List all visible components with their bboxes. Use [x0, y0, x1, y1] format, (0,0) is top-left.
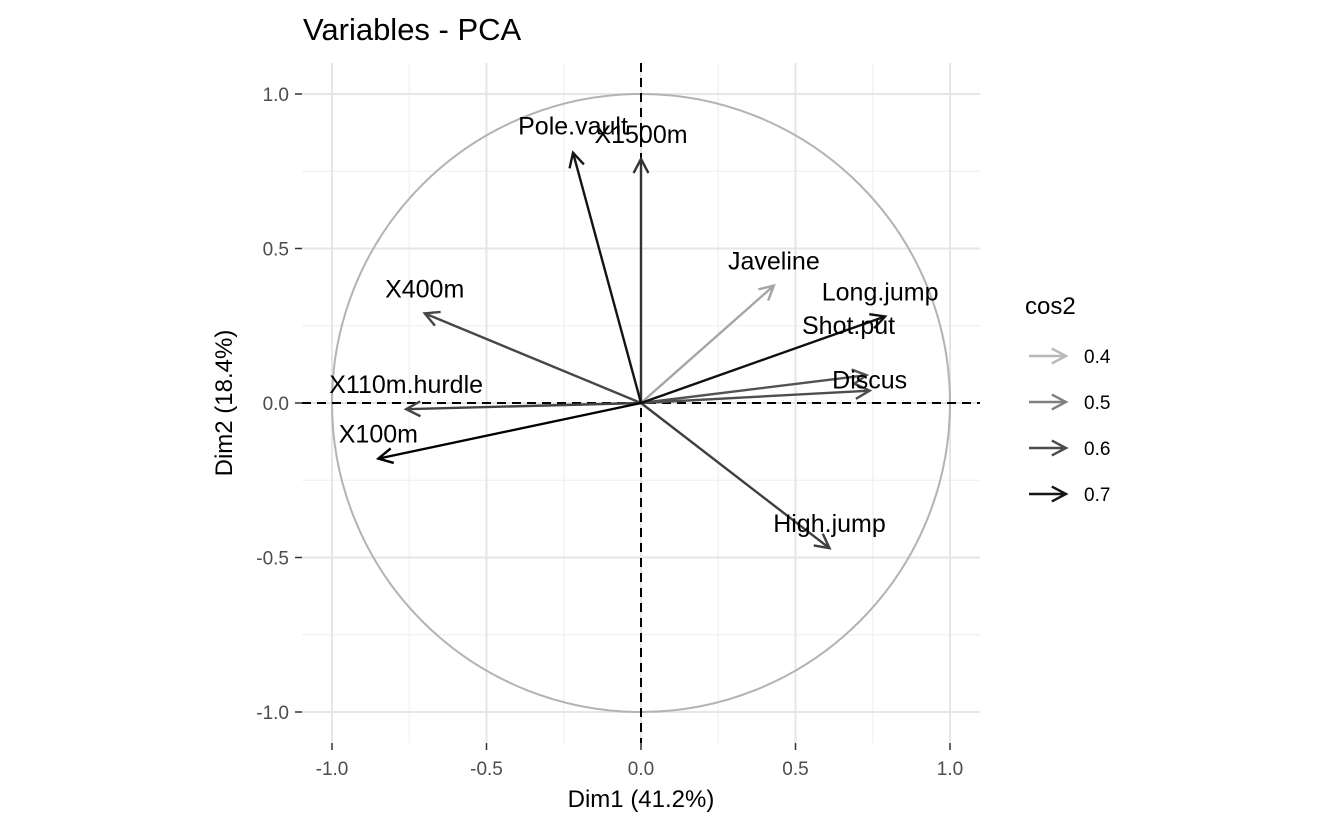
variable-arrow-javeline — [640, 283, 776, 404]
y-tick-label: 1.0 — [263, 85, 289, 106]
legend-item: 0.4 — [1029, 347, 1111, 368]
legend-item: 0.6 — [1029, 439, 1110, 460]
arrow-shaft — [640, 315, 886, 405]
chart-title: Variables - PCA — [303, 12, 522, 47]
arrow-shaft — [640, 389, 870, 405]
x-tick-label: -1.0 — [316, 759, 349, 780]
arrow-head — [568, 150, 585, 169]
arrow-shaft — [406, 401, 642, 411]
arrow-head — [403, 400, 422, 418]
arrow-head — [632, 156, 650, 174]
legend-key-arrow-icon — [1051, 439, 1069, 457]
variable-label-x400m: X400m — [385, 275, 464, 303]
variable-label-javeline: Javeline — [728, 248, 820, 276]
variable-label-shot-put: Shot.put — [802, 312, 895, 340]
x-tick-label: 0.5 — [782, 759, 808, 780]
arrow-shaft — [640, 402, 831, 550]
legend: cos2 0.4 0.5 0.6 0.7 — [1025, 293, 1111, 506]
arrow-shaft — [378, 401, 642, 460]
variable-arrow-long-jump — [640, 313, 888, 405]
variable-arrow-x1500m — [632, 156, 650, 403]
arrow-head — [851, 368, 870, 386]
variable-label-x110m-hurdle: X110m.hurdle — [329, 371, 483, 399]
arrow-shaft — [640, 284, 775, 404]
y-axis-title: Dim2 (18.4%) — [211, 330, 238, 477]
variable-arrows — [375, 150, 888, 550]
arrow-shaft — [640, 373, 867, 405]
legend-item: 0.5 — [1029, 393, 1110, 414]
arrow-head — [758, 283, 776, 301]
variable-arrow-x110m-hurdle — [403, 400, 642, 418]
arrow-shaft — [571, 152, 643, 404]
variable-arrow-pole-vault — [568, 150, 643, 404]
legend-label: 0.4 — [1084, 347, 1111, 368]
variable-arrow-x400m — [422, 310, 642, 405]
variable-label-discus: Discus — [832, 367, 907, 395]
arrow-head — [422, 310, 441, 327]
variable-arrow-x100m — [375, 401, 642, 465]
y-tick-label: -1.0 — [256, 703, 289, 724]
legend-label: 0.5 — [1084, 393, 1110, 414]
arrow-head — [869, 313, 888, 330]
variable-label-x1500m: X1500m — [594, 121, 687, 149]
variable-arrow-shot-put — [640, 368, 870, 405]
legend-key-arrow-icon — [1051, 347, 1069, 365]
x-axis-title: Dim1 (41.2%) — [568, 786, 715, 813]
variable-label-high-jump: High.jump — [773, 510, 886, 538]
arrow-head — [375, 447, 395, 465]
y-tick-label: -0.5 — [256, 549, 289, 570]
variable-labels: X100m Long.jump Shot.put High.jump X400m X110… — [329, 113, 938, 539]
legend-label: 0.6 — [1084, 439, 1110, 460]
variable-label-long-jump: Long.jump — [822, 278, 939, 306]
arrow-shaft — [424, 312, 642, 405]
y-tick-label: 0.5 — [263, 240, 289, 261]
axes: -1.0 -0.5 0.0 0.5 1.0 -1.0 -0.5 0.0 0.5 1.0 — [256, 85, 963, 780]
arrow-head — [813, 533, 832, 550]
legend-item: 0.7 — [1029, 485, 1110, 506]
x-tick-label: 1.0 — [937, 759, 963, 780]
legend-items: 0.4 0.5 0.6 0.7 — [1029, 347, 1111, 506]
legend-key-arrow-icon — [1051, 485, 1069, 503]
variable-label-pole-vault: Pole.vault — [518, 113, 628, 141]
variable-label-x100m: X100m — [339, 421, 418, 449]
y-tick-label: 0.0 — [263, 394, 289, 415]
variable-arrow-high-jump — [640, 402, 832, 550]
arrow-head — [854, 382, 873, 400]
x-tick-label: -0.5 — [470, 759, 503, 780]
legend-key-arrow-icon — [1051, 393, 1069, 411]
variable-arrow-discus — [640, 382, 873, 405]
x-tick-label: 0.0 — [628, 759, 654, 780]
legend-title: cos2 — [1025, 293, 1076, 320]
legend-label: 0.7 — [1084, 485, 1110, 506]
